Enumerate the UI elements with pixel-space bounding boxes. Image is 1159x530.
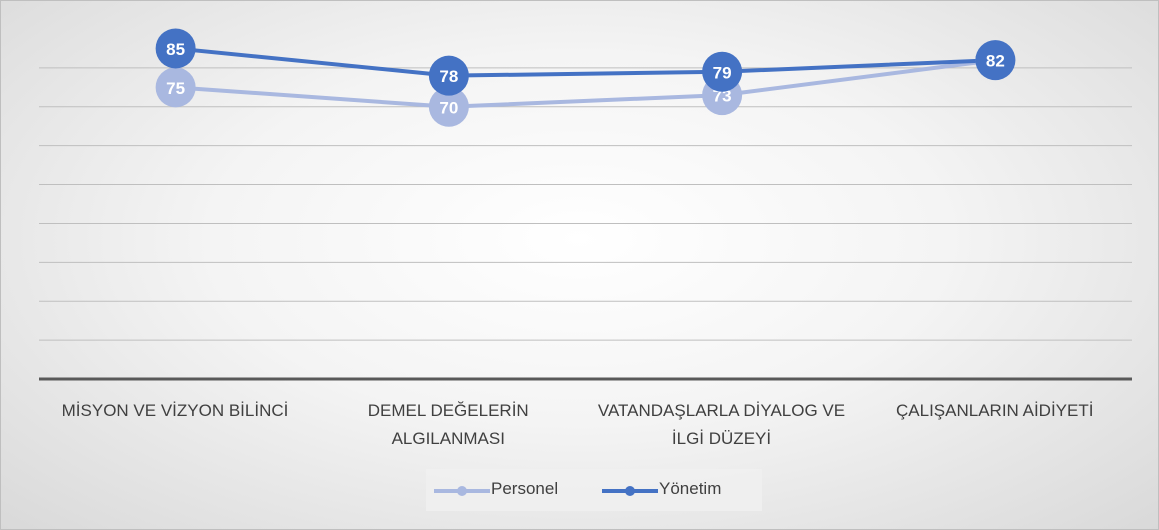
data-label: 75 — [166, 79, 185, 98]
x-tick-label: DEMEL DEĞELERİN ALGILANMASI — [367, 401, 529, 448]
series-line — [175, 58, 996, 109]
data-point — [155, 67, 196, 108]
data-point — [428, 86, 469, 127]
x-tick-label: MİSYON VE VİZYON BİLİNCİ — [61, 401, 289, 420]
data-point — [975, 40, 1016, 81]
data-label: 70 — [439, 98, 458, 117]
legend-label: Personel — [491, 479, 559, 498]
x-tick-label: VATANDAŞLARLA DİYALOG VE İLGİ DÜZEYİ — [597, 401, 846, 448]
data-label: 79 — [713, 63, 732, 82]
series-line — [175, 46, 996, 78]
data-point — [702, 51, 743, 92]
data-label: 85 — [166, 40, 185, 59]
x-tick-label: ÇALIŞANLARIN AİDİYETİ — [896, 401, 1094, 420]
data-label: 78 — [439, 67, 458, 86]
data-label: 82 — [986, 52, 1005, 71]
legend-swatches — [434, 486, 658, 496]
legend-marker — [625, 486, 635, 496]
legend-marker — [457, 486, 467, 496]
data-point — [428, 55, 469, 96]
data-point — [155, 28, 196, 69]
legend-label: Yönetim — [659, 479, 722, 498]
legend: Personel Yönetim — [426, 469, 762, 511]
data-label: 73 — [713, 87, 732, 106]
